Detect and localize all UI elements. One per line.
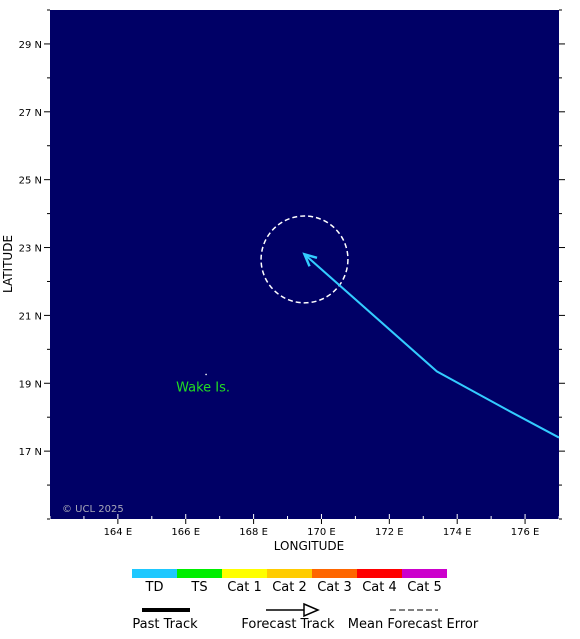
intensity-swatch: [222, 569, 267, 578]
intensity-label: Cat 3: [317, 580, 352, 595]
y-tick-label: 27 N: [19, 108, 42, 119]
intensity-legend: TD TS Cat 1 Cat 2 Cat 3 Cat 4 Cat 5: [132, 569, 447, 595]
y-tick-label: 25 N: [19, 176, 42, 187]
x-tick-label: 166 E: [171, 527, 200, 538]
x-tick-label: 164 E: [104, 527, 133, 538]
x-tick-label: 176 E: [511, 527, 540, 538]
intensity-swatch: [312, 569, 357, 578]
intensity-swatch: [402, 569, 447, 578]
y-tick-label: 23 N: [19, 244, 42, 255]
map-plot-area: [50, 10, 559, 519]
intensity-label: TS: [190, 580, 207, 595]
x-tick-label: 168 E: [239, 527, 268, 538]
wake-island-marker: [205, 373, 207, 376]
intensity-swatch: [357, 569, 402, 578]
forecast-track-line: [303, 253, 560, 439]
intensity-swatch: [177, 569, 222, 578]
intensity-label: Cat 4: [362, 580, 397, 595]
intensity-label: Cat 1: [227, 580, 262, 595]
y-tick-label: 29 N: [19, 40, 42, 51]
y-tick-label: 17 N: [19, 447, 42, 458]
forecast-error-circle: [260, 215, 349, 304]
intensity-label: TD: [145, 580, 164, 595]
forecast-error-label: Mean Forecast Error: [348, 617, 479, 632]
intensity-label: Cat 2: [272, 580, 307, 595]
y-axis-title: LATITUDE: [1, 235, 15, 293]
x-tick-label: 172 E: [375, 527, 404, 538]
wake-island-label: Wake Is.: [176, 380, 230, 395]
ocean-background: [50, 10, 559, 519]
y-tick-label: 19 N: [19, 379, 42, 390]
past-track-label: Past Track: [132, 617, 198, 632]
track-type-legend: Past Track Forecast Track Mean Forecast …: [132, 602, 479, 632]
forecast-track-label: Forecast Track: [241, 617, 335, 632]
track-layer: [260, 215, 560, 439]
intensity-swatch: [132, 569, 177, 578]
y-tick-label: 21 N: [19, 311, 42, 322]
y-axis-ticks: 17 N 19 N 21 N 23 N 25 N 27 N 29 N: [19, 9, 565, 520]
x-tick-label: 170 E: [307, 527, 336, 538]
copyright-label: © UCL 2025: [62, 504, 124, 515]
x-axis-title: LONGITUDE: [274, 539, 344, 553]
x-axis-ticks: 164 E 166 E 168 E 170 E 172 E 174 E 176 E: [49, 514, 560, 538]
intensity-swatch: [267, 569, 312, 578]
x-tick-label: 174 E: [443, 527, 472, 538]
forecast-arrow-head: [302, 252, 318, 267]
intensity-label: Cat 5: [407, 580, 442, 595]
forecast-arrow-icon: [303, 602, 320, 618]
